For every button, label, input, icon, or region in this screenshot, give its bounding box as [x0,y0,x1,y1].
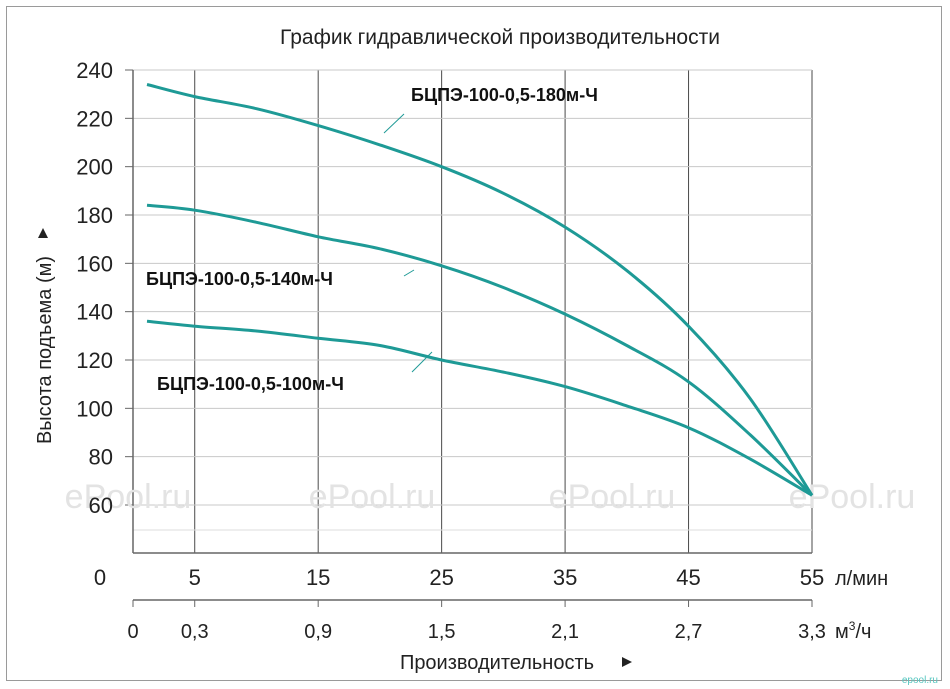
series-lines [146,83,814,497]
site-mark: epool.ru [902,675,938,686]
y-tick-label: 220 [76,106,113,131]
series-label: БЦПЭ-100-0,5-140м-Ч [146,269,333,289]
series-line [146,83,814,497]
x-tick-label-lmin: 15 [306,565,330,590]
y-tick-label: 100 [76,396,113,421]
x-tick-label-m3h: 1,5 [428,621,456,643]
axes [132,70,812,601]
y-axis-arrow-icon [38,228,48,238]
y-tick-label: 60 [89,493,113,518]
x-tick-label-lmin: 45 [676,565,700,590]
x-tick-label-m3h: 2,7 [675,621,703,643]
chart-title: График гидравлической производительности [280,26,720,49]
y-tick-labels: 240 220 200 180 160 140 120 100 80 60 [76,58,113,518]
y-tick-label: 200 [76,155,113,180]
watermarks: ePool.ru ePool.ru ePool.ru ePool.ru [65,478,916,516]
y-tick-label: 240 [76,58,113,83]
series-line [146,319,813,497]
x-axis-arrow-icon [622,657,632,667]
x-tick-label-m3h: 3,3 [798,621,826,643]
series-label: БЦПЭ-100-0,5-100м-Ч [157,374,344,394]
y-tick-label: 180 [76,203,113,228]
x-tick-label-lmin: 25 [429,565,453,590]
x-unit-m3h: м3/ч [835,619,871,643]
x-tick-label-m3h: 0 [127,621,138,643]
label-leader-line [411,351,433,373]
x-tick-label-lmin: 0 [94,565,106,590]
grid [125,69,813,553]
y-tick-label: 120 [76,348,113,373]
y-tick-label: 140 [76,300,113,325]
series-line [146,203,814,497]
x-tick-labels-m3h: 0 0,3 0,9 1,5 2,1 2,7 3,3 [127,600,826,643]
watermark: ePool.ru [309,478,436,516]
x-tick-label-lmin: 5 [189,565,201,590]
x-unit-m3h-sup: 3 [849,619,856,633]
y-tick-label: 160 [76,251,113,276]
x-unit-m3h-base: м [835,621,849,643]
label-leader-line [383,113,405,134]
watermark: ePool.ru [65,478,192,516]
watermark: ePool.ru [549,478,676,516]
x-tick-label-lmin: 55 [800,565,824,590]
watermark: ePool.ru [789,478,916,516]
x-tick-labels-lmin: 0 5 15 25 35 45 55 [94,565,824,590]
series-label: БЦПЭ-100-0,5-180м-Ч [411,85,598,105]
x-unit-lmin: л/мин [835,568,888,590]
y-axis-title: Высота подъема (м) [34,256,56,444]
label-leaders [383,113,433,373]
x-tick-label-m3h: 2,1 [551,621,579,643]
x-tick-label-m3h: 0,9 [304,621,332,643]
x-unit-m3h-tail: /ч [855,621,871,643]
chart-frame [6,6,942,681]
x-tick-label-m3h: 0,3 [181,621,209,643]
y-tick-label: 80 [89,445,113,470]
x-tick-label-lmin: 35 [553,565,577,590]
x-axis-title: Производительность [400,652,594,674]
label-leader-line [403,269,415,277]
